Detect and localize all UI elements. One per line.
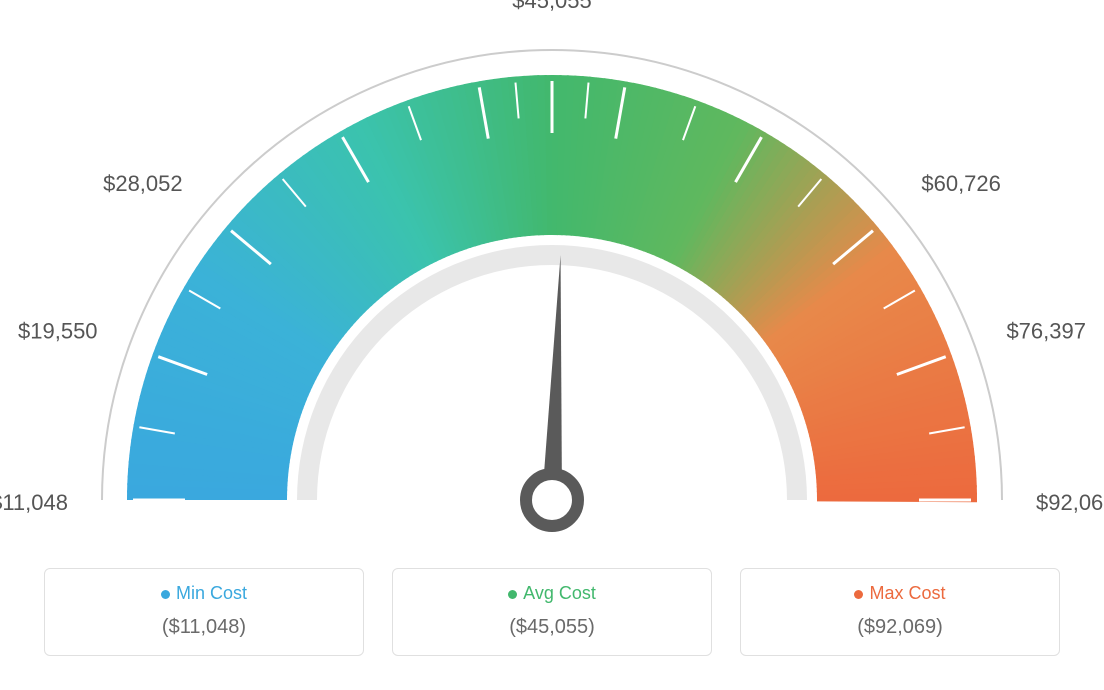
legend-value: ($11,048) (45, 616, 363, 639)
gauge-tick-label: $76,397 (1006, 318, 1086, 343)
legend-dot-icon (161, 590, 170, 599)
gauge-needle-base (526, 474, 578, 526)
gauge-tick-label: $92,069 (1036, 490, 1104, 515)
gauge-tick-label: $28,052 (103, 171, 183, 196)
legend-label: Max Cost (869, 583, 945, 603)
legend-label: Avg Cost (523, 583, 596, 603)
legend-row: Min Cost ($11,048) Avg Cost ($45,055) Max Co… (0, 568, 1104, 656)
legend-title: Min Cost (45, 583, 363, 604)
legend-card-max: Max Cost ($92,069) (740, 568, 1060, 656)
gauge-svg: $11,048 $19,550 $28,052 $45,055 $60,726 $76,3… (0, 0, 1104, 560)
legend-card-min: Min Cost ($11,048) (44, 568, 364, 656)
gauge-needle (542, 255, 562, 500)
legend-card-avg: Avg Cost ($45,055) (392, 568, 712, 656)
gauge-tick-label: $45,055 (512, 0, 592, 13)
gauge-tick-label: $19,550 (18, 318, 98, 343)
gauge-chart: $11,048 $19,550 $28,052 $45,055 $60,726 $76,3… (0, 0, 1104, 560)
legend-dot-icon (508, 590, 517, 599)
legend-value: ($92,069) (741, 616, 1059, 639)
legend-dot-icon (854, 590, 863, 599)
legend-label: Min Cost (176, 583, 247, 603)
legend-title: Avg Cost (393, 583, 711, 604)
gauge-tick-label: $11,048 (0, 490, 68, 515)
legend-value: ($45,055) (393, 616, 711, 639)
legend-title: Max Cost (741, 583, 1059, 604)
gauge-tick-label: $60,726 (921, 171, 1001, 196)
